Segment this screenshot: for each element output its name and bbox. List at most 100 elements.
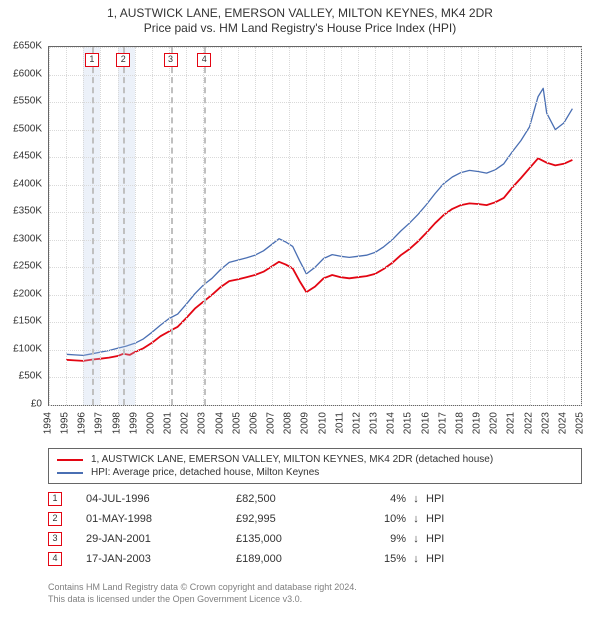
sale-marker-box: 3 (164, 53, 178, 67)
sale-pct: 4% (346, 493, 406, 505)
legend-swatch (57, 472, 83, 474)
sales-row: 201-MAY-1998£92,99510%↓HPI (48, 512, 582, 526)
sale-vs-label: HPI (426, 553, 582, 565)
sale-marker-box: 1 (85, 53, 99, 67)
sale-marker-box: 2 (116, 53, 130, 67)
x-tick-label: 2006 (248, 412, 259, 434)
x-axis-ticks: 1994199519961997199819992000200120022003… (48, 406, 582, 446)
h-gridline (49, 377, 581, 378)
chart-subtitle: Price paid vs. HM Land Registry's House … (0, 21, 600, 35)
v-gridline (100, 47, 101, 405)
v-gridline (272, 47, 273, 405)
x-tick-label: 2020 (489, 412, 500, 434)
down-arrow-icon: ↓ (406, 513, 426, 525)
y-axis-ticks: £0£50K£100K£150K£200K£250K£300K£350K£400… (0, 46, 44, 406)
sales-table: 104-JUL-1996£82,5004%↓HPI 201-MAY-1998£92… (48, 492, 582, 572)
v-gridline (495, 47, 496, 405)
v-gridline (221, 47, 222, 405)
down-arrow-icon: ↓ (406, 533, 426, 545)
sale-number-box: 3 (48, 532, 62, 546)
x-tick-label: 2023 (540, 412, 551, 434)
h-gridline (49, 130, 581, 131)
y-tick-label: £150K (13, 316, 42, 327)
v-gridline (358, 47, 359, 405)
h-gridline (49, 157, 581, 158)
h-gridline (49, 267, 581, 268)
down-arrow-icon: ↓ (406, 553, 426, 565)
y-tick-label: £0 (31, 399, 42, 410)
v-gridline (564, 47, 565, 405)
legend-label: HPI: Average price, detached house, Milt… (91, 467, 319, 478)
v-gridline (392, 47, 393, 405)
v-gridline (530, 47, 531, 405)
sale-price: £135,000 (236, 533, 346, 545)
x-tick-label: 2004 (214, 412, 225, 434)
y-tick-label: £200K (13, 288, 42, 299)
series-line (66, 158, 572, 361)
legend-label: 1, AUSTWICK LANE, EMERSON VALLEY, MILTON… (91, 454, 493, 465)
sale-date: 29-JAN-2001 (86, 533, 236, 545)
x-tick-label: 2014 (386, 412, 397, 434)
h-gridline (49, 350, 581, 351)
x-tick-label: 2003 (197, 412, 208, 434)
v-gridline (83, 47, 84, 405)
x-tick-label: 2011 (334, 412, 345, 434)
sale-date: 04-JUL-1996 (86, 493, 236, 505)
y-tick-label: £450K (13, 151, 42, 162)
h-gridline (49, 185, 581, 186)
x-tick-label: 2019 (472, 412, 483, 434)
sale-price: £92,995 (236, 513, 346, 525)
footer: Contains HM Land Registry data © Crown c… (48, 582, 582, 605)
y-tick-label: £600K (13, 68, 42, 79)
y-tick-label: £250K (13, 261, 42, 272)
y-tick-label: £400K (13, 178, 42, 189)
chart-title: 1, AUSTWICK LANE, EMERSON VALLEY, MILTON… (0, 6, 600, 20)
x-tick-label: 1996 (77, 412, 88, 434)
footer-line-2: This data is licensed under the Open Gov… (48, 594, 582, 606)
x-tick-label: 1998 (111, 412, 122, 434)
v-gridline (478, 47, 479, 405)
v-gridline (186, 47, 187, 405)
x-tick-label: 2021 (506, 412, 517, 434)
y-tick-label: £50K (19, 371, 42, 382)
down-arrow-icon: ↓ (406, 493, 426, 505)
v-gridline (66, 47, 67, 405)
x-tick-label: 2024 (557, 412, 568, 434)
v-gridline (444, 47, 445, 405)
x-tick-label: 2007 (266, 412, 277, 434)
chart-plot-area: 1234 (48, 46, 582, 406)
legend: 1, AUSTWICK LANE, EMERSON VALLEY, MILTON… (48, 448, 582, 484)
sale-pct: 15% (346, 553, 406, 565)
v-gridline (341, 47, 342, 405)
sale-number-box: 4 (48, 552, 62, 566)
sale-date: 01-MAY-1998 (86, 513, 236, 525)
v-gridline (427, 47, 428, 405)
sale-marker-line (204, 47, 206, 405)
y-tick-label: £300K (13, 233, 42, 244)
sale-price: £189,000 (236, 553, 346, 565)
v-gridline (461, 47, 462, 405)
x-tick-label: 2001 (163, 412, 174, 434)
series-line (66, 88, 572, 355)
titles: 1, AUSTWICK LANE, EMERSON VALLEY, MILTON… (0, 0, 600, 35)
v-gridline (135, 47, 136, 405)
x-tick-label: 2015 (403, 412, 414, 434)
v-gridline (49, 47, 50, 405)
x-tick-label: 2000 (145, 412, 156, 434)
footer-line-1: Contains HM Land Registry data © Crown c… (48, 582, 582, 594)
legend-swatch (57, 459, 83, 461)
legend-row: 1, AUSTWICK LANE, EMERSON VALLEY, MILTON… (57, 453, 573, 466)
x-tick-label: 2009 (300, 412, 311, 434)
sale-pct: 10% (346, 513, 406, 525)
sales-row: 104-JUL-1996£82,5004%↓HPI (48, 492, 582, 506)
v-gridline (152, 47, 153, 405)
sale-vs-label: HPI (426, 493, 582, 505)
v-gridline (512, 47, 513, 405)
sale-vs-label: HPI (426, 533, 582, 545)
x-tick-label: 2002 (180, 412, 191, 434)
sale-marker-line (123, 47, 125, 405)
x-tick-label: 2022 (523, 412, 534, 434)
h-gridline (49, 322, 581, 323)
x-tick-label: 2018 (454, 412, 465, 434)
v-gridline (409, 47, 410, 405)
